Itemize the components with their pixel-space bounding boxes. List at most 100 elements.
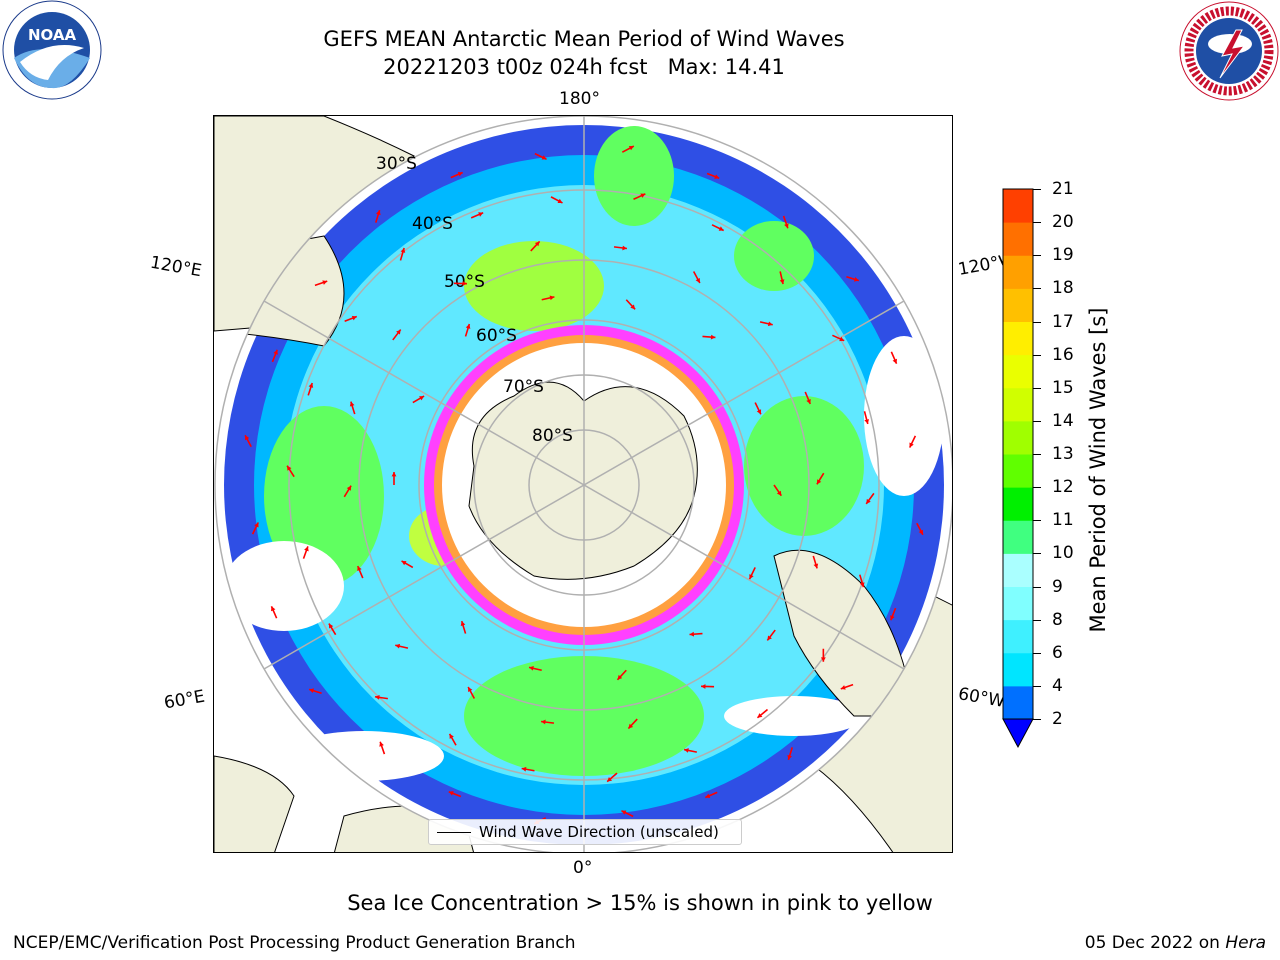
wind-arrow-head [621,810,627,815]
wind-arrow-head [710,334,716,340]
wind-arrow-head [460,621,466,627]
wind-arrow-head [309,688,315,693]
wind-arrow-head [322,280,328,285]
colorbar-tick-label: 11 [1052,510,1074,531]
wind-arrow-head [767,321,773,327]
colorbar-tick-label: 16 [1052,344,1074,365]
colorbar-tick-mark [1033,420,1041,422]
colorbar-tick-label: 13 [1052,444,1074,464]
wind-arrow-head [448,791,454,796]
colorbar-tick-mark [1033,652,1041,654]
colorbar-tick-mark [1033,255,1041,257]
colorbar-tick-mark [1033,189,1041,190]
wind-arrow-head [376,210,381,216]
colorbar-tick-label: 12 [1052,477,1074,498]
colorbar-tick-label: 8 [1052,609,1063,630]
colorbar-tick-mark [1033,387,1041,389]
colorbar-tick-mark [1033,288,1041,290]
wind-arrow-head [346,485,352,491]
colorbar-tick-mark [1033,454,1041,455]
wind-arrow-head [864,419,869,424]
wind-arrow-head [304,546,309,552]
svg-text:NOAA: NOAA [28,26,77,44]
lat-label-80s: 80°S [532,426,573,446]
colorbar-tick-mark [1033,719,1041,720]
wind-arrow-head [465,324,471,329]
wind-arrow-head [890,615,895,621]
wind-arrow-head [718,226,724,231]
colorbar-segment [1003,288,1033,322]
wind-arrow-head [840,685,846,690]
wind-arrow-head [478,212,484,217]
wind-arrow-head [892,358,897,364]
wind-arrow-head [400,247,406,253]
wind-arrow-head [607,776,613,782]
map-panel: 30°S 40°S 50°S 60°S 70°S 80°S [213,115,953,853]
wind-arrow-head [784,223,789,229]
colorbar-segment [1003,189,1033,223]
colorbar-extend-min [1002,718,1034,749]
footer-date: 05 Dec 2022 on Hera [1085,933,1266,953]
wind-arrow-head [628,723,634,729]
colorbar-tick-label: 20 [1052,212,1074,233]
wind-arrow-head [271,606,276,612]
wind-arrow-head [853,277,859,282]
colorbar-tick-mark [1033,487,1041,489]
lat-label-50s: 50°S [444,272,485,292]
wind-arrow-head [287,465,292,471]
wind-arrow-head [401,560,407,566]
sea-ice-note: Sea Ice Concentration > 15% is shown in … [347,891,933,915]
wind-arrow-head [449,733,454,739]
wind-arrow-head [776,490,782,496]
wind-arrow-head [541,719,546,725]
wind-arrow-head [349,401,355,407]
colorbar-tick-label: 21 [1052,179,1074,199]
wind-arrow-head [779,279,785,285]
colorbar-tick-mark [1033,619,1041,621]
wind-arrow-head [521,766,527,772]
wind-arrow-head [622,245,627,251]
colorbar-tick-label: 2 [1052,709,1063,729]
lon-label-60e: 60°E [162,686,207,714]
wind-arrow-head [813,563,819,569]
colorbar-tick-mark [1033,586,1041,588]
wind-arrow-head [328,623,334,629]
footer-credit: NCEP/EMC/Verification Post Processing Pr… [13,933,576,953]
wind-arrow-head [684,748,689,753]
colorbar-tick-label: 4 [1052,675,1063,696]
colorbar-segment [1003,354,1033,389]
lon-label-60w: 60°W [956,684,1007,712]
colorbar-segment [1003,553,1033,587]
wind-arrow-head [839,336,845,342]
colorbar-segment [1003,454,1033,488]
wind-arrow-head [534,241,540,247]
wind-arrow-head [909,442,914,448]
wind-arrow-head [457,172,463,177]
wind-arrow-head [351,315,357,321]
wind-arrow-head [705,793,711,798]
chart-subtitle: 20221203 t00z 024h fcst Max: 14.41 [383,55,785,79]
wind-arrow-head [689,631,695,637]
colorbar-segment [1003,652,1033,687]
colorbar-tick-mark [1033,685,1041,687]
wind-arrow-head [541,155,547,160]
colorbar [1002,188,1034,749]
wind-arrow-head [756,409,762,415]
nws-logo [1179,1,1279,101]
wind-arrow-head [468,687,473,693]
map-legend: Wind Wave Direction (unscaled) [428,819,742,845]
wind-arrow-head [816,479,822,485]
wind-arrow-head [379,741,384,747]
colorbar-segment [1003,586,1033,621]
colorbar-tick-mark [1033,520,1041,522]
colorbar-segment [1003,619,1033,654]
wind-arrow-head [918,529,923,535]
chart-title: GEFS MEAN Antarctic Mean Period of Wind … [323,27,845,51]
colorbar-segment [1003,255,1033,289]
wind-arrow-head [549,295,555,301]
wind-arrow-head [701,684,706,689]
colorbar-tick-label: 15 [1052,377,1074,398]
wind-arrow-head [419,396,425,401]
wind-arrow-head [617,674,623,680]
lat-label-40s: 40°S [412,214,453,234]
